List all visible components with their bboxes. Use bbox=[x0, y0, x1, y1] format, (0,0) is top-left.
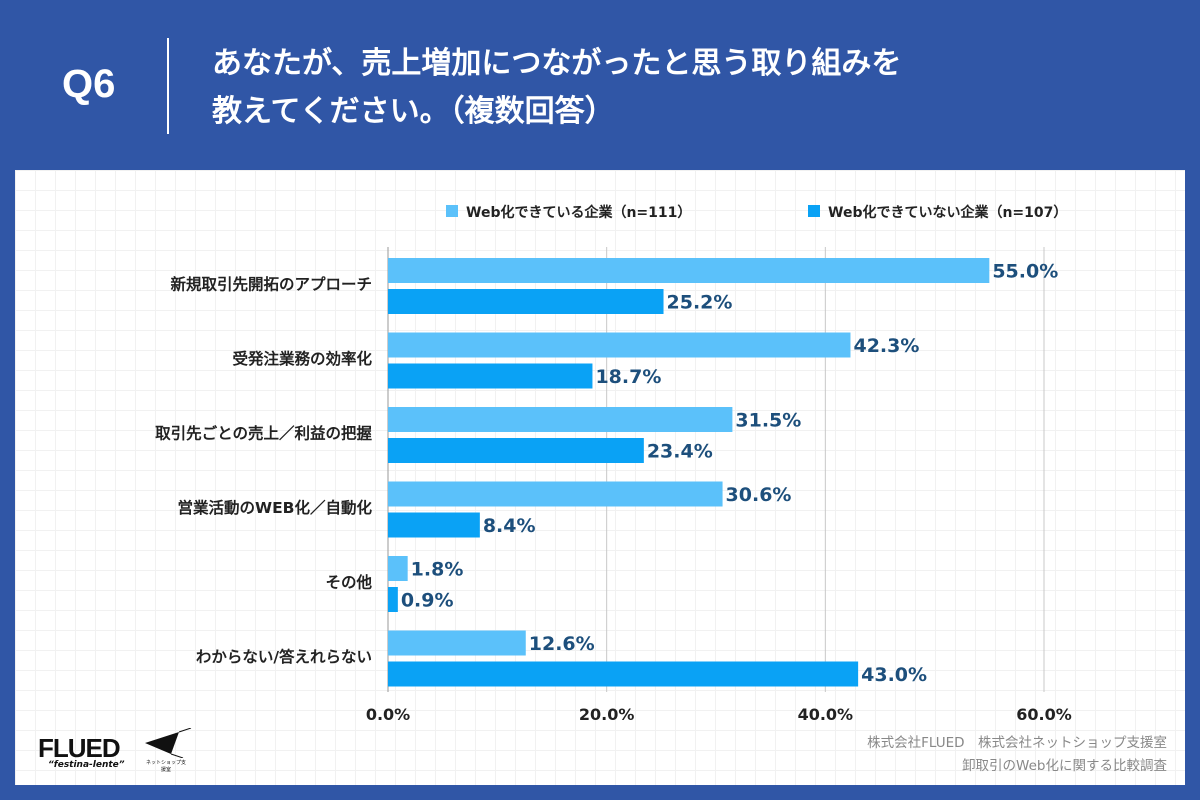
bar bbox=[388, 438, 644, 463]
category-label: 新規取引先開拓のアプローチ bbox=[170, 274, 372, 293]
bar bbox=[388, 407, 733, 432]
netshop-logo-icon bbox=[145, 728, 192, 758]
legend-label: Web化できていない企業（n=107） bbox=[828, 204, 1067, 221]
data-label: 23.4% bbox=[647, 441, 713, 463]
x-tick-label: 0.0% bbox=[366, 705, 410, 724]
flued-logo: FLUED bbox=[38, 733, 121, 763]
credit-survey: 卸取引のWeb化に関する比較調査 bbox=[962, 758, 1167, 774]
bar bbox=[388, 332, 851, 358]
bar bbox=[388, 258, 990, 283]
category-label: その他 bbox=[325, 572, 372, 591]
bar bbox=[388, 481, 723, 507]
category-label: 営業活動のWEB化／自動化 bbox=[177, 498, 372, 517]
netshop-logo-text: ネットショップ支援室 bbox=[146, 760, 187, 773]
title-line-2: 教えてください。（複数回答） bbox=[212, 94, 615, 129]
bar bbox=[388, 556, 408, 581]
bar bbox=[388, 512, 480, 538]
credit-companies: 株式会社FLUED 株式会社ネットショップ支援室 bbox=[867, 735, 1167, 751]
divider bbox=[167, 38, 169, 134]
data-label: 1.8% bbox=[411, 559, 464, 581]
x-tick-label: 60.0% bbox=[1016, 705, 1072, 724]
legend-swatch bbox=[808, 205, 820, 217]
category-label: 取引先ごとの売上／利益の把握 bbox=[155, 423, 372, 442]
flued-logo-tagline: “festina-lente” bbox=[48, 760, 125, 770]
data-label: 25.2% bbox=[667, 292, 733, 314]
data-label: 42.3% bbox=[853, 335, 919, 357]
data-label: 18.7% bbox=[595, 366, 661, 388]
legend-swatch bbox=[446, 205, 458, 217]
bar bbox=[388, 587, 398, 612]
data-label: 12.6% bbox=[529, 633, 595, 655]
bar bbox=[388, 661, 859, 687]
category-label: わからない/答えれらない bbox=[196, 647, 372, 666]
data-label: 31.5% bbox=[735, 410, 801, 432]
bar bbox=[388, 289, 664, 314]
data-label: 8.4% bbox=[483, 515, 536, 537]
x-tick-label: 40.0% bbox=[798, 705, 854, 724]
title-line-1: あなたが、売上増加につながったと思う取り組みを bbox=[212, 46, 902, 81]
category-label: 受発注業務の効率化 bbox=[232, 349, 372, 368]
question-title: あなたが、売上増加につながったと思う取り組みを 教えてください。（複数回答） bbox=[212, 40, 1112, 136]
legend-label: Web化できている企業（n=111） bbox=[466, 204, 691, 221]
data-label: 55.0% bbox=[992, 261, 1058, 283]
data-label: 30.6% bbox=[726, 484, 792, 506]
data-label: 0.9% bbox=[401, 590, 454, 612]
data-label: 43.0% bbox=[861, 664, 927, 686]
question-number: Q6 bbox=[62, 62, 116, 106]
bar bbox=[388, 630, 526, 656]
x-tick-label: 20.0% bbox=[579, 705, 635, 724]
bar bbox=[388, 363, 593, 389]
